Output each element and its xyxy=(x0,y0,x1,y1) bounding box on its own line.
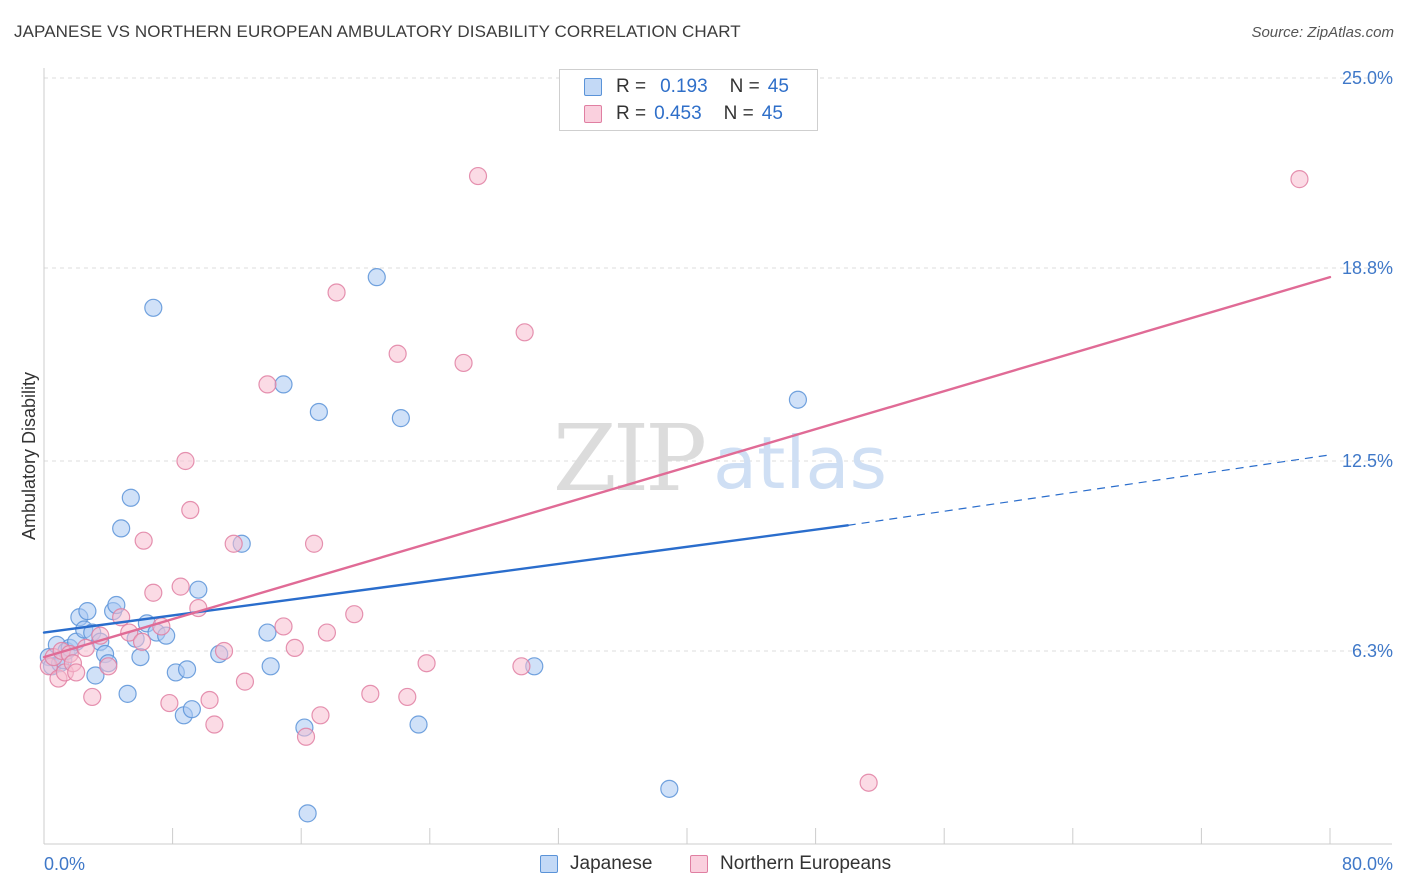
point-1-23 xyxy=(200,690,219,710)
point-1-16 xyxy=(144,583,163,602)
point-0-42 xyxy=(409,715,428,734)
point-0-10 xyxy=(78,602,97,621)
point-0-30 xyxy=(182,700,201,719)
y-axis-label: Ambulatory Disability xyxy=(19,372,39,540)
point-0-44 xyxy=(660,779,679,798)
legend-n-label: N = xyxy=(723,103,754,124)
point-1-40 xyxy=(417,654,436,673)
bottom-legend-label-japanese: Japanese xyxy=(570,853,653,874)
point-1-18 xyxy=(160,693,179,713)
bottom-legend-swatch-northern-europeans xyxy=(690,855,708,873)
chart-source: Source: ZipAtlas.com xyxy=(1251,24,1394,41)
point-0-19 xyxy=(118,684,137,703)
legend-swatch-northern-europeans xyxy=(584,105,602,123)
point-0-40 xyxy=(367,268,386,287)
point-0-18 xyxy=(112,519,131,538)
point-1-30 xyxy=(285,638,304,658)
y-tick-label-2: 18.8% xyxy=(1342,258,1393,278)
legend-row-japanese: R = 0.193 N = 45 xyxy=(584,74,789,100)
trend-line-1 xyxy=(42,275,1332,659)
point-1-43 xyxy=(512,657,531,676)
point-0-35 xyxy=(261,657,280,676)
y-tick-label-1: 12.5% xyxy=(1342,451,1393,471)
y-tick-label-3: 25.0% xyxy=(1342,68,1393,88)
point-1-15 xyxy=(134,531,153,550)
legend-r-label: R = xyxy=(616,76,647,97)
legend-n-value-northern-europeans: 45 xyxy=(761,103,783,124)
point-1-26 xyxy=(224,534,243,553)
point-0-22 xyxy=(131,647,150,667)
trend-lines xyxy=(42,275,1332,659)
point-0-38 xyxy=(298,804,317,823)
watermark: ZIP atlas xyxy=(553,405,887,512)
point-1-19 xyxy=(171,577,190,596)
trend-line-0 xyxy=(42,524,849,634)
bottom-legend-swatch-japanese xyxy=(540,855,558,873)
point-1-9 xyxy=(83,687,102,707)
watermark-zip: ZIP xyxy=(553,405,704,512)
y-tick-label-0: 6.3% xyxy=(1352,641,1393,661)
y-tick-labels: 6.3% 12.5% 18.8% 25.0% xyxy=(1342,68,1393,661)
point-1-44 xyxy=(515,323,534,342)
point-1-36 xyxy=(345,605,364,624)
point-1-45 xyxy=(859,773,878,792)
point-0-34 xyxy=(258,623,277,642)
point-1-34 xyxy=(317,623,337,642)
legend-r-label: R = xyxy=(616,103,647,124)
point-1-29 xyxy=(274,617,293,636)
point-1-7 xyxy=(67,663,86,682)
point-1-31 xyxy=(296,727,316,746)
trend-line-extension-0 xyxy=(847,454,1331,526)
legend: R = 0.193 N = 45 R = 0.453 N = 45 xyxy=(559,69,818,131)
x-tick-label-max: 80.0% xyxy=(1342,854,1393,874)
legend-row-northern-europeans: R = 0.453 N = 45 xyxy=(584,101,783,127)
chart-title: JAPANESE VS NORTHERN EUROPEAN AMBULATORY… xyxy=(14,22,741,41)
legend-n-value-japanese: 45 xyxy=(767,76,789,97)
x-tick-label-min: 0.0% xyxy=(44,854,85,874)
legend-n-label: N = xyxy=(729,76,760,97)
point-0-41 xyxy=(391,409,410,428)
bottom-legend-label-northern-europeans: Northern Europeans xyxy=(720,853,892,874)
point-0-36 xyxy=(274,375,293,394)
point-1-28 xyxy=(258,375,277,394)
watermark-atlas: atlas xyxy=(713,421,887,505)
point-1-20 xyxy=(176,451,195,471)
point-0-12 xyxy=(86,666,105,685)
point-1-21 xyxy=(181,500,200,520)
point-1-46 xyxy=(1290,170,1309,189)
point-0-45 xyxy=(788,390,808,409)
legend-r-value-northern-europeans: 0.453 xyxy=(654,103,702,124)
legend-r-value-japanese: 0.193 xyxy=(660,76,708,97)
point-1-33 xyxy=(311,706,330,725)
point-1-27 xyxy=(235,672,255,691)
point-1-35 xyxy=(327,283,346,302)
point-0-39 xyxy=(309,402,328,422)
legend-swatch-japanese xyxy=(584,78,602,96)
bottom-legend-japanese: Japanese xyxy=(540,852,652,876)
point-0-20 xyxy=(121,488,140,507)
gridlines xyxy=(44,77,1392,652)
point-1-38 xyxy=(388,344,407,363)
point-1-24 xyxy=(205,715,224,734)
x-ticks xyxy=(43,828,1331,844)
point-1-41 xyxy=(454,353,473,373)
series-northern-europeans xyxy=(39,166,1309,792)
point-1-32 xyxy=(304,534,324,553)
point-0-29 xyxy=(177,660,197,679)
point-1-11 xyxy=(99,657,118,676)
point-1-42 xyxy=(468,166,488,186)
point-1-14 xyxy=(132,632,152,651)
data-points xyxy=(39,166,1309,823)
point-0-31 xyxy=(189,580,208,599)
point-1-37 xyxy=(361,684,380,703)
point-0-24 xyxy=(144,298,163,317)
bottom-legend-northern-europeans: Northern Europeans xyxy=(690,852,891,876)
point-1-39 xyxy=(398,687,417,707)
point-1-25 xyxy=(214,641,234,661)
